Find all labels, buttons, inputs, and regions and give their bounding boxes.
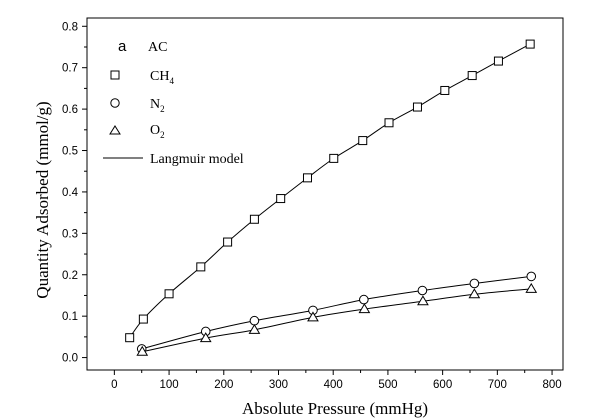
y-tick-label: 0.3 <box>62 228 78 240</box>
circle-marker <box>359 294 369 305</box>
legend-square-marker <box>110 70 120 80</box>
model-curve-2 <box>142 288 532 353</box>
y-tick-label: 0.5 <box>62 146 78 158</box>
triangle-marker <box>307 311 319 322</box>
y-tick-label: 0.1 <box>62 311 78 323</box>
square-marker <box>196 262 206 272</box>
square-marker <box>276 194 286 204</box>
legend-label-o2-base: O <box>150 123 160 138</box>
square-marker <box>493 56 503 66</box>
legend-circle-marker <box>110 98 120 108</box>
square-marker <box>440 85 450 95</box>
legend-label-o2-sub: 2 <box>160 130 165 140</box>
triangle-marker <box>248 323 261 334</box>
triangle-marker <box>358 303 371 314</box>
x-axis-title: Absolute Pressure (mmHg) <box>242 399 428 418</box>
langmuir-model-curves <box>129 43 532 353</box>
legend-triangle-marker <box>109 125 121 135</box>
y-tick-label: 0.7 <box>62 63 78 75</box>
circle-marker <box>526 271 537 282</box>
square-marker <box>412 102 422 112</box>
y-tick-label: 0.4 <box>62 187 79 199</box>
legend-label-ch4-base: CH <box>150 69 169 84</box>
x-tick-label: 600 <box>433 379 452 391</box>
square-marker <box>384 118 394 128</box>
x-tick-label: 200 <box>214 379 233 391</box>
x-tick-label: 800 <box>542 379 561 391</box>
plot-border <box>86 17 564 371</box>
triangle-marker <box>417 295 429 306</box>
legend-label-ch4: CH4 <box>150 69 174 86</box>
square-marker <box>329 153 339 163</box>
axes: 0 100 200 300 400 500 600 700 800 0.0 0.1 0.2 0.3 0.4… <box>62 21 562 391</box>
square-marker <box>138 314 148 324</box>
y-tick-label: 0.8 <box>62 21 78 33</box>
x-tick-label: 100 <box>159 379 178 391</box>
legend-label-ch4-sub: 4 <box>169 76 174 86</box>
triangle-marker <box>199 332 212 343</box>
x-tick-label: 400 <box>324 379 343 391</box>
triangle-marker <box>136 345 149 356</box>
x-tick-label: 500 <box>378 379 397 391</box>
y-tick-label: 0.6 <box>62 104 78 116</box>
circle-marker <box>417 285 428 296</box>
y-tick-label: 0.0 <box>62 353 78 365</box>
x-tick-label: 300 <box>269 379 288 391</box>
legend-label-langmuir: Langmuir model <box>150 152 244 167</box>
y-tick-label: 0.2 <box>62 270 78 282</box>
y-axis-title: Quantity Adsorbed (mmol/g) <box>33 101 52 298</box>
legend: a AC CH4 N2 O2 Langmuir model <box>103 38 244 167</box>
circle-marker <box>469 278 480 289</box>
model-curve-0 <box>129 43 531 338</box>
square-marker <box>125 333 135 343</box>
circle-marker <box>249 315 260 326</box>
square-marker <box>302 173 312 183</box>
x-tick-label: 700 <box>488 379 507 391</box>
square-marker <box>358 136 368 146</box>
triangle-marker <box>468 288 481 299</box>
square-marker <box>164 289 174 299</box>
triangle-marker <box>525 282 538 293</box>
legend-label-n2-base: N <box>150 97 160 112</box>
square-marker <box>223 237 233 247</box>
panel-title: AC <box>148 40 167 55</box>
plot-frame <box>86 17 564 371</box>
legend-label-o2: O2 <box>150 123 165 140</box>
square-marker <box>467 71 477 81</box>
data-markers <box>125 39 538 356</box>
x-tick-label: 0 <box>111 379 117 391</box>
square-marker <box>249 214 259 224</box>
legend-label-n2: N2 <box>150 97 165 114</box>
panel-label: a <box>118 38 127 55</box>
square-marker <box>525 39 535 49</box>
legend-label-n2-sub: 2 <box>160 104 165 114</box>
